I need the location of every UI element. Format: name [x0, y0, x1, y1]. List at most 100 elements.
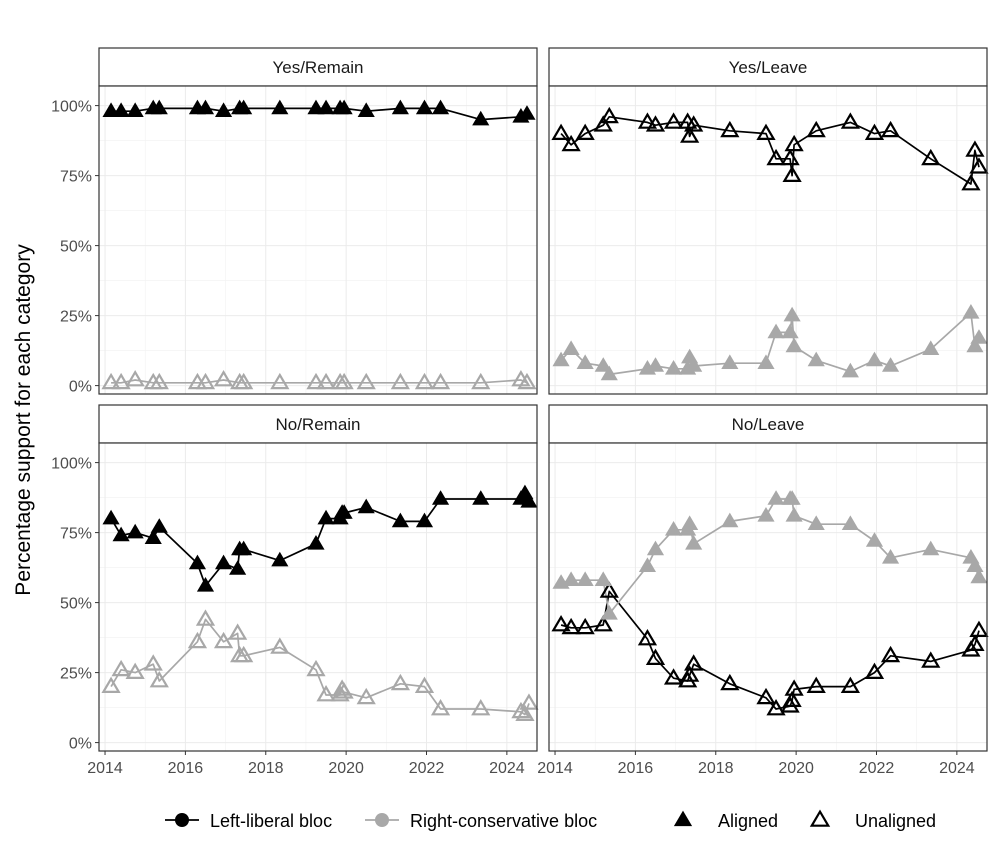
legend-label: Aligned: [718, 811, 778, 831]
legend-item-left-liberal-bloc: Left-liberal bloc: [165, 811, 332, 831]
data-point-unaligned: [228, 623, 248, 640]
data-point-aligned: [865, 532, 884, 547]
data-point-aligned: [685, 357, 703, 372]
data-point-aligned: [783, 306, 801, 322]
data-point-aligned: [594, 571, 612, 586]
data-point-aligned: [576, 354, 594, 369]
data-point-unaligned: [645, 648, 666, 665]
data-point-unaligned: [575, 617, 595, 635]
data-point-aligned: [785, 337, 803, 353]
data-point-unaligned: [720, 673, 740, 691]
panel-border: [548, 442, 988, 752]
data-point-aligned: [150, 518, 168, 533]
data-point-unaligned: [756, 123, 776, 140]
data-point-unaligned: [195, 609, 216, 626]
series-line-right-conservative-bloc: [111, 379, 528, 384]
data-point-unaligned: [316, 372, 336, 390]
data-point-aligned: [966, 337, 984, 353]
y-tick-label: 25%: [60, 309, 92, 326]
data-point-unaligned: [551, 123, 571, 140]
data-point-unaligned: [969, 157, 989, 174]
data-point-aligned: [721, 512, 739, 528]
series-markers-right-conservative-bloc: [552, 304, 988, 381]
panel-no-leave: No/Leave 2014 2016 2018 2020 2022 2024: [537, 404, 989, 777]
data-point-unaligned: [645, 115, 666, 132]
data-point-aligned: [562, 340, 580, 355]
data-point-unaligned: [864, 662, 885, 679]
data-point-aligned: [681, 515, 699, 530]
legend-item-aligned: Aligned: [673, 810, 778, 831]
y-tick-label: 0%: [69, 736, 92, 753]
data-point-unaligned: [784, 134, 804, 152]
series-line-left-liberal-bloc: [560, 590, 980, 710]
data-point-aligned: [922, 340, 940, 355]
data-point-unaligned: [766, 148, 786, 166]
data-point-unaligned: [511, 701, 531, 719]
y-tick-label: 100%: [51, 99, 92, 116]
data-point-aligned: [600, 605, 618, 620]
data-point-unaligned: [880, 120, 901, 138]
data-point-aligned: [970, 329, 988, 344]
data-point-unaligned: [637, 112, 658, 129]
panel-strip-title: No/Remain: [275, 415, 360, 434]
y-tick-label: 50%: [60, 239, 92, 256]
data-point-unaligned: [430, 372, 451, 390]
data-point-unaligned: [270, 637, 290, 654]
data-point-aligned: [214, 554, 233, 570]
data-point-unaligned: [637, 629, 658, 646]
data-point-aligned: [767, 490, 785, 505]
series-markers-right-conservative-bloc: [101, 609, 539, 721]
data-point-aligned: [576, 571, 594, 586]
panel-border: [98, 442, 538, 752]
legend: Left-liberal bloc Right-conservative bloc…: [165, 809, 936, 831]
x-tick-label: 2024: [939, 760, 975, 777]
data-point-unaligned: [143, 654, 163, 671]
data-point-unaligned: [921, 148, 941, 166]
data-point-aligned: [391, 99, 409, 115]
data-point-unaligned: [965, 140, 985, 157]
data-point-unaligned: [101, 676, 121, 693]
x-tick-label: 2022: [409, 760, 445, 777]
data-point-unaligned: [515, 704, 535, 721]
data-point-aligned: [664, 521, 683, 536]
data-point-unaligned: [756, 687, 776, 705]
data-point-aligned: [431, 490, 450, 505]
legend-key-dot: [175, 813, 189, 827]
data-point-aligned: [922, 540, 940, 556]
data-point-aligned: [235, 99, 253, 115]
panel-strip-title: Yes/Leave: [729, 58, 808, 77]
data-point-unaligned: [306, 659, 326, 677]
x-tick-label: 2020: [778, 760, 814, 777]
data-point-aligned: [271, 551, 289, 567]
plot-background: [99, 443, 537, 751]
data-point-unaligned: [551, 615, 571, 632]
data-point-aligned: [126, 523, 144, 539]
data-point-aligned: [721, 354, 739, 369]
data-point-aligned: [781, 323, 799, 339]
data-point-unaligned: [187, 631, 208, 649]
data-point-aligned: [472, 110, 490, 126]
data-point-aligned: [391, 512, 409, 528]
legend-key-dot: [375, 813, 389, 827]
panel-border: [548, 85, 988, 395]
panel-strip-title: Yes/Remain: [272, 58, 363, 77]
legend-label: Right-conservative bloc: [410, 811, 597, 831]
y-tick-label: 100%: [51, 456, 92, 473]
data-point-unaligned: [471, 699, 491, 716]
data-point-unaligned: [213, 631, 234, 649]
data-point-unaligned: [593, 115, 613, 132]
panel-strip-title: No/Leave: [732, 415, 805, 434]
legend-item-right-conservative-bloc: Right-conservative bloc: [365, 811, 597, 831]
plot-background: [549, 86, 987, 394]
data-point-unaligned: [101, 372, 121, 390]
data-point-aligned: [783, 490, 801, 505]
series-markers-right-conservative-bloc: [101, 370, 537, 390]
data-point-unaligned: [356, 372, 376, 390]
data-point-unaligned: [782, 690, 802, 707]
data-point-aligned: [335, 504, 353, 519]
data-point-unaligned: [784, 679, 804, 696]
x-tick-label: 2018: [698, 760, 734, 777]
data-point-aligned: [357, 102, 375, 117]
data-point-aligned: [767, 323, 785, 339]
data-point-aligned: [229, 560, 247, 575]
